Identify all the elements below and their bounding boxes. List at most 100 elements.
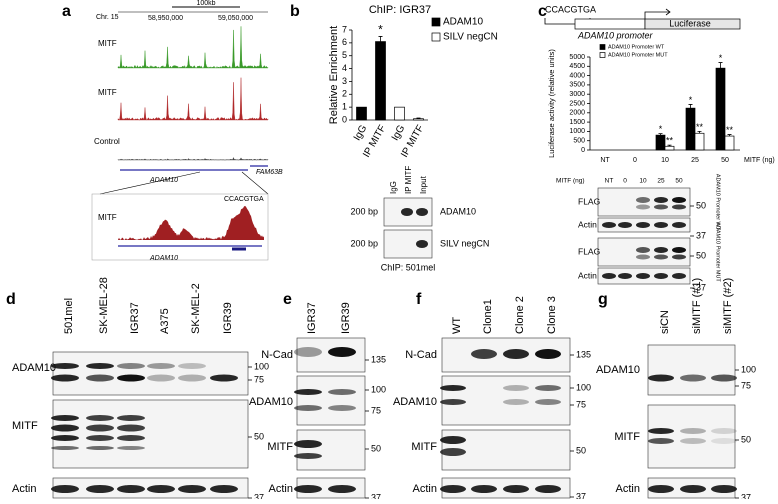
bar (694, 132, 705, 151)
band (636, 197, 650, 203)
band (711, 485, 737, 493)
panel-letter: a (62, 3, 71, 20)
band (471, 485, 497, 493)
band (535, 385, 561, 391)
band (117, 446, 145, 450)
row-label: ADAM10 (249, 396, 293, 408)
lane-label: IGR37 (129, 302, 141, 334)
row-label: N-Cad (405, 349, 437, 361)
error-bar (667, 144, 672, 147)
row-label: N-Cad (261, 349, 293, 361)
legend-swatch (431, 32, 441, 42)
row-label: ADAM10 (440, 206, 476, 216)
blot-strip (296, 429, 366, 471)
band (680, 374, 706, 382)
zoom-lines (99, 171, 269, 195)
marker-label: 37 (371, 492, 381, 499)
scale-label: 100kb (196, 0, 215, 7)
panel-letter: c (538, 3, 547, 20)
gene-label: ADAM10 (149, 255, 178, 262)
dose-label: MITF (ng) (556, 178, 585, 185)
band (328, 485, 356, 493)
blot-strip (52, 351, 249, 396)
motif-label: CCACGTGA (224, 196, 264, 203)
y-tick-label: 0 (581, 147, 585, 154)
bar (356, 106, 367, 121)
significance-marker: * (659, 124, 663, 134)
lane-label: siMITF (#2) (722, 278, 734, 334)
marker-label: 75 (741, 380, 751, 390)
marker-label: 50 (696, 250, 706, 260)
band (86, 415, 114, 421)
reporter-label: Luciferase (669, 18, 711, 28)
band (51, 374, 79, 382)
error-bar (727, 134, 732, 137)
lane-label: IGR37 (306, 302, 318, 334)
marker-label: 50 (254, 431, 264, 441)
band (440, 399, 466, 405)
coordinate: 59,050,000 (218, 15, 253, 22)
x-tick-label: 25 (691, 157, 699, 164)
band (672, 197, 686, 203)
y-tick-label: 4 (342, 63, 347, 73)
marker-label: 37 (696, 230, 706, 240)
band (210, 374, 238, 382)
band (210, 485, 238, 493)
lane-label: 25 (657, 178, 665, 185)
lane-label: Clone 3 (546, 296, 558, 334)
band (535, 349, 561, 359)
row-label: SILV negCN (440, 238, 489, 248)
band (654, 247, 668, 253)
band (294, 389, 322, 395)
lane-label: Clone1 (482, 299, 494, 334)
band (602, 273, 616, 279)
size-label: 200 bp (350, 206, 378, 216)
marker-label: 50 (371, 443, 381, 453)
band (654, 204, 668, 210)
row-label: ADAM10 (393, 396, 437, 408)
band (636, 273, 650, 279)
band (618, 222, 632, 228)
band (503, 399, 529, 405)
significance-marker: * (719, 53, 723, 63)
band (401, 208, 413, 216)
error-bar (658, 133, 663, 136)
x-tick-label: IgG (352, 123, 370, 143)
bar (715, 67, 726, 151)
legend-label: SILV negCN (443, 32, 498, 43)
band (328, 405, 356, 411)
bar (394, 106, 405, 121)
band (86, 374, 114, 382)
track-label: MITF (98, 213, 117, 222)
motif-label: CCACGTGA (545, 4, 596, 14)
row-label: Actin (578, 219, 597, 229)
row-label: ADAM10 (12, 362, 56, 374)
error-bar (416, 117, 421, 119)
band (672, 254, 686, 260)
promoter-box (574, 18, 646, 30)
bar (664, 145, 675, 151)
zoom-signal (118, 205, 264, 240)
y-tick-label: 4500 (569, 63, 585, 70)
panel-letter: f (416, 291, 422, 308)
band (680, 428, 706, 434)
band (636, 222, 650, 228)
band (618, 273, 632, 279)
bar (413, 118, 424, 121)
row-label: Actin (12, 483, 36, 495)
lane-label: IP MITF (404, 166, 413, 194)
y-tick-label: 2000 (569, 110, 585, 117)
marker-label: 100 (741, 364, 756, 374)
marker-label: 135 (371, 354, 386, 364)
marker-label: 100 (576, 382, 591, 392)
row-label: MITF (12, 420, 38, 432)
marker-label: 50 (696, 200, 706, 210)
band (711, 374, 737, 382)
y-tick-label: 7 (342, 24, 347, 34)
y-tick-label: 5 (342, 50, 347, 60)
band (117, 435, 145, 441)
band (503, 385, 529, 391)
band (654, 273, 668, 279)
band (680, 438, 706, 444)
